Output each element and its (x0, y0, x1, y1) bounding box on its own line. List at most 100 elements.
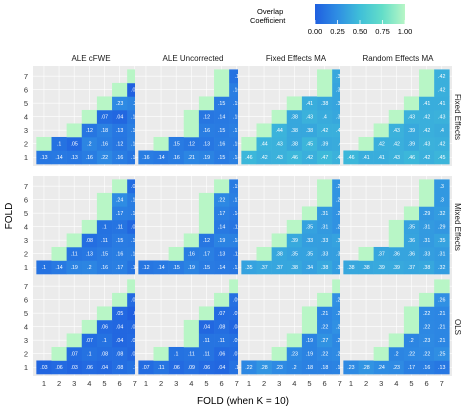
heatmap-cell (153, 150, 169, 165)
heatmap-cell-label: .19 (336, 365, 343, 371)
panel-1-0: .1 .14 .19 .2 .16 .17 .11 .11 .13 .15 .16 .16 .08 .11… (33, 176, 145, 276)
heatmap-cell-label: .38 (321, 265, 328, 271)
heatmap-cell (214, 260, 230, 275)
heatmap-cell-label: .19 (306, 352, 313, 358)
heatmap-cell-label: .15 (233, 115, 240, 121)
heatmap-cell (153, 260, 169, 275)
heatmap-cell-label: .44 (276, 128, 283, 134)
heatmap-cell-self (241, 136, 257, 151)
y-tick-label: 4 (24, 322, 28, 331)
heatmap-cell (112, 96, 128, 111)
heatmap-cell-label: .12 (188, 142, 195, 148)
heatmap-cell-label: .45 (438, 155, 445, 161)
heatmap-cell (434, 246, 450, 261)
heatmap-cell (81, 260, 98, 275)
heatmap-cell (214, 150, 230, 165)
heatmap-cell-label: .14 (131, 115, 138, 121)
heatmap-cell (81, 246, 98, 261)
heatmap-cell-label: .37 (378, 252, 385, 258)
x-tick-label: 7 (235, 379, 239, 388)
y-tick-label: 2 (24, 249, 28, 258)
heatmap-cell-label: .41 (423, 101, 430, 107)
heatmap-cell-label: .35 (306, 252, 313, 258)
heatmap-cell (317, 150, 333, 165)
heatmap-cell (198, 233, 215, 248)
heatmap-cell (214, 360, 230, 375)
heatmap-cell (419, 260, 435, 275)
heatmap-cell (403, 123, 420, 138)
legend-title-line-2: Coefficient (250, 16, 286, 25)
heatmap-cell-label: .09 (233, 298, 240, 304)
heatmap-cell-label: .14 (218, 225, 225, 231)
y-tick-label: 1 (24, 263, 28, 272)
heatmap-cell-label: .2 (133, 101, 137, 107)
heatmap-cell-label: .13 (203, 142, 210, 148)
heatmap-cell-self (214, 179, 230, 194)
heatmap-cell-self (96, 306, 113, 321)
heatmap-cell-label: .23 (276, 365, 283, 371)
heatmap-cell-label: .18 (131, 142, 138, 148)
heatmap-cell-label: .04 (101, 365, 108, 371)
heatmap-cell-self (214, 82, 230, 97)
heatmap-cell-label: .43 (423, 142, 430, 148)
heatmap-cell-label: .33 (336, 252, 343, 258)
heatmap-cell (36, 360, 52, 375)
heatmap-cell (214, 192, 230, 207)
heatmap-cell (81, 333, 98, 348)
strip-col-random-effects-ma: Random Effects MA (363, 54, 435, 63)
heatmap-cell-label: .1 (235, 365, 239, 371)
heatmap-cell (343, 150, 359, 165)
heatmap-cell (388, 360, 405, 375)
heatmap-cell (112, 306, 128, 321)
heatmap-cell-label: .33 (321, 238, 328, 244)
heatmap-cell (241, 360, 257, 375)
heatmap-cell-label: .04 (116, 115, 123, 121)
heatmap-cell (96, 333, 113, 348)
heatmap-cell-label: .01 (131, 88, 138, 94)
heatmap-cell (198, 150, 215, 165)
heatmap-cell-label: .16 (131, 211, 138, 217)
heatmap-cell-self (168, 246, 185, 261)
heatmap-cell-label: .36 (408, 252, 415, 258)
heatmap-cell-label: .21 (188, 155, 195, 161)
heatmap-cell (81, 123, 98, 138)
heatmap-cell-self (317, 192, 333, 207)
heatmap-cell-label: .15 (116, 238, 123, 244)
heatmap-cell (434, 292, 450, 307)
heatmap-cell (168, 346, 185, 361)
y-tick-label: 6 (24, 195, 28, 204)
heatmap-cell-label: .27 (336, 225, 343, 231)
heatmap-cell (241, 260, 257, 275)
heatmap-cell (96, 319, 113, 334)
heatmap-cell-self (198, 206, 215, 221)
heatmap-cell (271, 260, 288, 275)
heatmap-cell-label: .04 (131, 225, 138, 231)
heatmap-cell (286, 136, 303, 151)
y-tick-label: 5 (24, 309, 28, 318)
heatmap-cell (214, 246, 230, 261)
heatmap-cell-label: .22 (321, 325, 328, 331)
heatmap-cell-label: .12 (86, 128, 93, 134)
heatmap-cell-label: .12 (203, 238, 210, 244)
heatmap-cell (271, 246, 288, 261)
heatmap-cell (112, 192, 128, 207)
heatmap-cell-label: .15 (233, 184, 240, 190)
heatmap-cell-label: .43 (306, 115, 313, 121)
heatmap-cell-label: .1 (87, 352, 91, 358)
y-axis-title: FOLD (4, 203, 15, 230)
heatmap-cell-label: .28 (336, 198, 343, 204)
heatmap-cell (388, 136, 405, 151)
heatmap-cell-label: .46 (347, 155, 354, 161)
heatmap-cell (403, 150, 420, 165)
heatmap-cell (403, 346, 420, 361)
heatmap-cell (286, 109, 303, 124)
heatmap-cell (256, 260, 272, 275)
heatmap-cell-self (66, 233, 83, 248)
heatmap-cell-label: .38 (347, 265, 354, 271)
heatmap-cell (403, 136, 420, 151)
heatmap-cell-label: .1 (57, 142, 61, 148)
panel-2-3: .23 .28 .24 .23 .17 .16 .13 .2 .22 .22 .25 .2 .23 .21… (340, 276, 452, 376)
heatmap-cell (214, 333, 230, 348)
heatmap-cell-label: .1 (133, 365, 137, 371)
